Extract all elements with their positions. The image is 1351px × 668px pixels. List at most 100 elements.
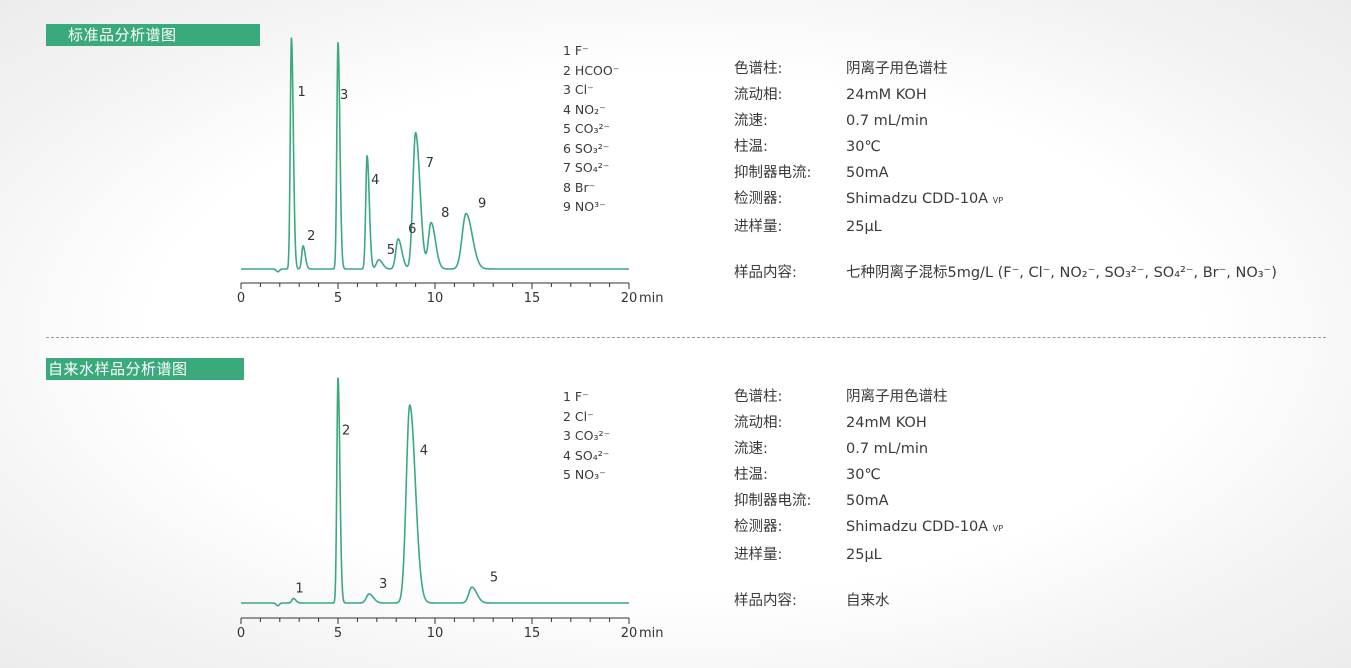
chromatogram-2: 0 5 10 15 20 min 1 2 3 4 5 xyxy=(237,377,664,641)
condition-label: 检测器: xyxy=(734,191,783,207)
detector-name: Shimadzu CDD-10A xyxy=(846,519,989,535)
peak-label: 5 xyxy=(490,570,498,585)
condition-row: 流速: 0.7 mL/min xyxy=(734,108,1277,134)
section-divider xyxy=(46,337,1326,338)
peak-label: 3 xyxy=(379,577,387,592)
condition-value: Shimadzu CDD-10A VP xyxy=(846,186,1003,214)
x-tick-label: 0 xyxy=(237,626,245,641)
condition-value: 50mA xyxy=(846,165,889,181)
condition-row: 样品内容: 自来水 xyxy=(734,588,1003,614)
x-axis-unit: min xyxy=(639,626,664,641)
condition-value: 25μL xyxy=(846,219,882,235)
condition-label: 流动相: xyxy=(734,415,783,431)
legend-item: 5 NO₃⁻ xyxy=(563,467,606,482)
condition-row: 流动相: 24mM KOH xyxy=(734,82,1277,108)
peak-label: 6 xyxy=(408,222,416,237)
peak-label: 4 xyxy=(371,173,379,188)
peak-label: 9 xyxy=(478,197,486,212)
condition-value: 50mA xyxy=(846,493,889,509)
peak-label: 4 xyxy=(420,444,428,459)
x-tick-label: 10 xyxy=(427,626,444,641)
x-tick-label: 10 xyxy=(427,291,444,306)
condition-row: 检测器: Shimadzu CDD-10A VP xyxy=(734,186,1277,214)
condition-label: 流速: xyxy=(734,441,768,457)
legend-item: 5 CO₃²⁻ xyxy=(563,121,611,136)
tap-water-sample-title: 自来水样品分析谱图 xyxy=(46,358,244,380)
legend-item: 3 CO₃²⁻ xyxy=(563,428,611,443)
x-tick-label: 5 xyxy=(334,626,342,641)
condition-value: 24mM KOH xyxy=(846,415,927,431)
peak-label: 1 xyxy=(297,85,305,100)
condition-label: 进样量: xyxy=(734,219,783,235)
peak-label: 7 xyxy=(426,156,434,171)
legend-item: 4 SO₄²⁻ xyxy=(563,447,610,463)
condition-value: 30℃ xyxy=(846,467,881,483)
peak-label: 2 xyxy=(307,229,315,244)
condition-row: 进样量: 25μL xyxy=(734,542,1003,568)
condition-value: 0.7 mL/min xyxy=(846,113,929,129)
condition-value: 0.7 mL/min xyxy=(846,441,929,457)
legend-item: 4 NO₂⁻ xyxy=(563,101,606,117)
condition-label: 流速: xyxy=(734,113,768,129)
condition-label: 色谱柱: xyxy=(734,61,783,77)
peak-label: 3 xyxy=(340,88,348,103)
peak-label: 2 xyxy=(342,423,350,438)
condition-row: 色谱柱: 阴离子用色谱柱 xyxy=(734,56,1277,82)
condition-value: 七种阴离子混标5mg/L (F⁻, Cl⁻, NO₂⁻, SO₃²⁻, SO₄²… xyxy=(846,265,1277,281)
legend-item: 1 F⁻ xyxy=(563,389,589,404)
detector-suffix: VP xyxy=(992,196,1004,205)
condition-value: 阴离子用色谱柱 xyxy=(846,389,948,405)
condition-label: 色谱柱: xyxy=(734,389,783,405)
condition-value: 24mM KOH xyxy=(846,87,927,103)
x-tick-label: 5 xyxy=(334,291,342,306)
legend-item: 9 NO³⁻ xyxy=(563,199,606,214)
condition-row: 抑制器电流: 50mA xyxy=(734,160,1277,186)
condition-row: 色谱柱: 阴离子用色谱柱 xyxy=(734,384,1003,410)
standard-sample-title: 标准品分析谱图 xyxy=(46,24,260,46)
condition-value: 25μL xyxy=(846,547,882,563)
detector-suffix: VP xyxy=(992,524,1004,533)
x-tick-label: 20 xyxy=(621,626,638,641)
peak-label: 8 xyxy=(441,206,449,221)
condition-label: 样品内容: xyxy=(734,593,797,609)
x-axis-unit: min xyxy=(639,291,664,306)
legend-item: 7 SO₄²⁻ xyxy=(563,160,610,175)
condition-label: 流动相: xyxy=(734,87,783,103)
condition-value: 自来水 xyxy=(846,593,890,609)
signal-trace xyxy=(240,377,630,607)
condition-row: 流速: 0.7 mL/min xyxy=(734,436,1003,462)
condition-row: 检测器: Shimadzu CDD-10A VP xyxy=(734,514,1003,542)
legend-item: 2 HCOO⁻ xyxy=(563,62,620,78)
condition-row: 流动相: 24mM KOH xyxy=(734,410,1003,436)
x-tick-label: 0 xyxy=(237,291,245,306)
condition-row: 柱温: 30℃ xyxy=(734,134,1277,160)
x-tick-label: 15 xyxy=(524,626,541,641)
condition-label: 抑制器电流: xyxy=(734,165,812,181)
legend-item: 2 Cl⁻ xyxy=(563,408,594,424)
legend-tap-water: 1 F⁻ 2 Cl⁻ 3 CO₃²⁻ 4 SO₄²⁻ 5 NO₃⁻ xyxy=(563,387,610,485)
condition-value: Shimadzu CDD-10A VP xyxy=(846,514,1003,542)
detector-name: Shimadzu CDD-10A xyxy=(846,191,989,207)
legend-item: 3 Cl⁻ xyxy=(563,82,594,97)
legend-item: 6 SO₃²⁻ xyxy=(563,140,610,156)
condition-row: 抑制器电流: 50mA xyxy=(734,488,1003,514)
condition-label: 柱温: xyxy=(734,467,768,483)
condition-label: 柱温: xyxy=(734,139,768,155)
legend-item: 1 F⁻ xyxy=(563,43,589,58)
condition-value: 30℃ xyxy=(846,139,881,155)
condition-label: 抑制器电流: xyxy=(734,493,812,509)
condition-label: 样品内容: xyxy=(734,265,797,281)
condition-value: 阴离子用色谱柱 xyxy=(846,61,948,77)
peak-label: 1 xyxy=(295,582,303,597)
legend-standard: 1 F⁻ 2 HCOO⁻ 3 Cl⁻ 4 NO₂⁻ 5 CO₃²⁻ 6 SO₃²… xyxy=(563,41,619,217)
condition-row: 进样量: 25μL xyxy=(734,214,1277,240)
condition-row: 样品内容: 七种阴离子混标5mg/L (F⁻, Cl⁻, NO₂⁻, SO₃²⁻,… xyxy=(734,260,1277,286)
signal-trace xyxy=(240,37,630,273)
conditions-tap-water: 色谱柱: 阴离子用色谱柱 流动相: 24mM KOH 流速: 0.7 mL/min 柱… xyxy=(734,384,1003,614)
x-tick-label: 20 xyxy=(621,291,638,306)
condition-label: 检测器: xyxy=(734,519,783,535)
condition-label: 进样量: xyxy=(734,547,783,563)
